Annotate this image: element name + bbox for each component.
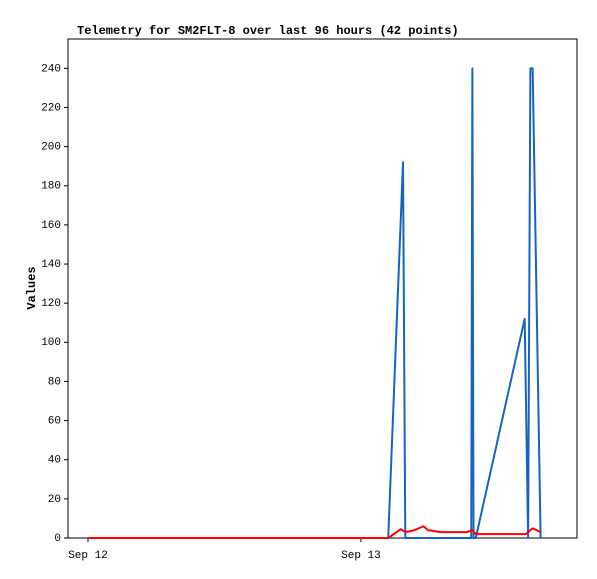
series-line: [88, 67, 542, 539]
y-axis-label: Values: [25, 266, 39, 309]
y-tick-label: 180: [41, 181, 61, 193]
y-tick-label: 220: [41, 102, 61, 114]
y-tick-label: 160: [41, 220, 61, 232]
x-tick-label: Sep 13: [341, 550, 381, 562]
y-tick-label: 60: [48, 415, 61, 427]
y-tick-label: 40: [48, 455, 61, 467]
series-line: [88, 525, 542, 539]
y-tick-label: 100: [41, 337, 61, 349]
chart-title: Telemetry for SM2FLT-8 over last 96 hour…: [77, 24, 459, 38]
y-tick-label: 20: [48, 494, 61, 506]
y-tick-label: 140: [41, 259, 61, 271]
y-tick-label: 120: [41, 298, 61, 310]
y-tick-label: 0: [54, 533, 61, 545]
y-tick-label: 200: [41, 142, 61, 154]
x-tick-label: Sep 12: [68, 550, 108, 562]
y-tick-label: 240: [41, 63, 61, 75]
plot-frame: [67, 38, 578, 539]
y-tick-label: 80: [48, 376, 61, 388]
